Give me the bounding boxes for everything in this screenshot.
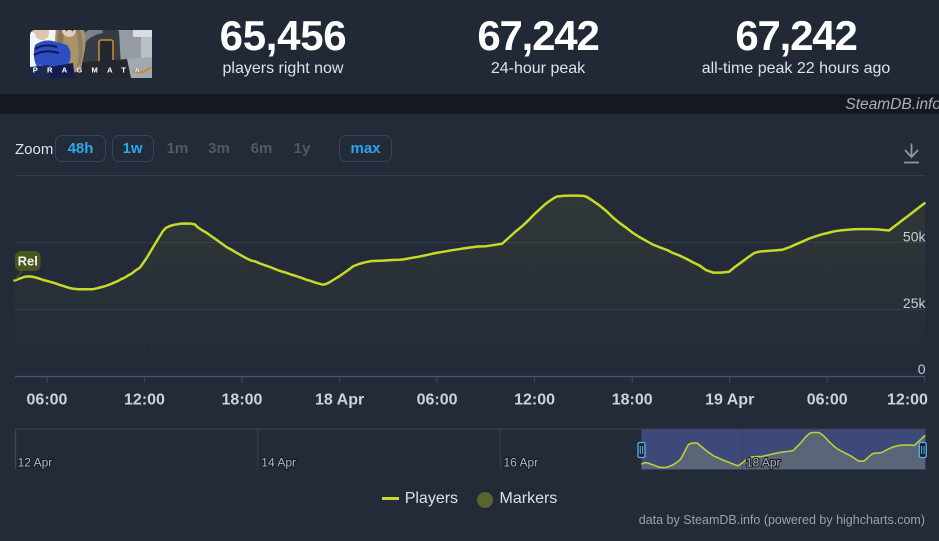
svg-text:18:00: 18:00 (612, 392, 653, 409)
svg-text:12:00: 12:00 (124, 392, 165, 409)
svg-text:12:00: 12:00 (514, 392, 555, 409)
svg-text:18:00: 18:00 (222, 392, 263, 409)
svg-text:12 Apr: 12 Apr (18, 456, 53, 470)
svg-text:19 Apr: 19 Apr (705, 392, 754, 409)
svg-text:25k: 25k (903, 295, 927, 311)
svg-text:50k: 50k (903, 229, 927, 245)
svg-text:06:00: 06:00 (417, 392, 458, 409)
svg-text:18 Apr: 18 Apr (746, 456, 781, 470)
svg-text:12:00: 12:00 (887, 392, 928, 409)
svg-text:18 Apr: 18 Apr (315, 392, 364, 409)
svg-text:06:00: 06:00 (27, 392, 68, 409)
svg-text:0: 0 (918, 361, 926, 377)
svg-text:16 Apr: 16 Apr (504, 456, 539, 470)
svg-text:14 Apr: 14 Apr (261, 456, 296, 470)
svg-text:06:00: 06:00 (807, 392, 848, 409)
svg-text:Rel: Rel (18, 254, 38, 269)
